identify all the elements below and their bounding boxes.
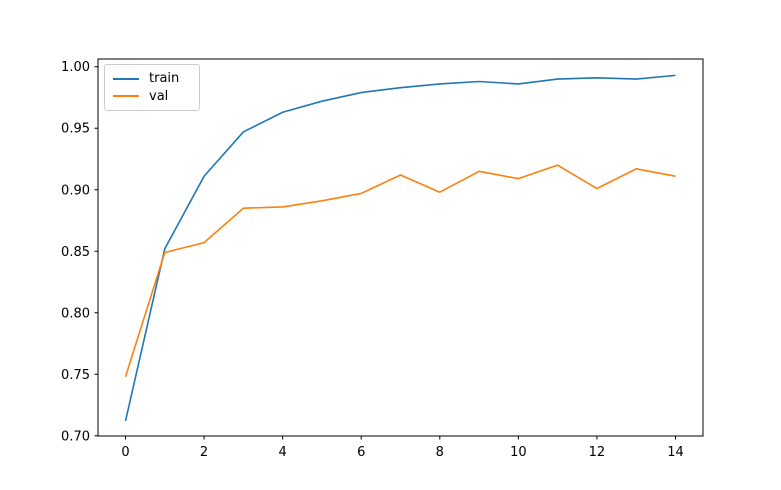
- x-tick-label: 8: [436, 445, 444, 460]
- y-tick-label: 0.80: [61, 306, 90, 321]
- x-tick-label: 0: [121, 445, 129, 460]
- x-tick-label: 4: [279, 445, 287, 460]
- x-tick-label: 12: [589, 445, 606, 460]
- y-tick-label: 0.75: [61, 368, 90, 383]
- x-tick-label: 2: [200, 445, 208, 460]
- legend-item-train: train: [113, 72, 191, 85]
- y-tick-label: 0.90: [61, 183, 90, 198]
- train-line: [124, 74, 676, 422]
- legend-item-val: val: [113, 90, 191, 103]
- val-line: [124, 164, 676, 377]
- x-tick-label: 14: [667, 445, 684, 460]
- y-tick-label: 0.85: [61, 245, 90, 260]
- legend-label-train: train: [149, 71, 180, 87]
- val-line-sample-icon: [113, 95, 139, 98]
- x-tick-label: 10: [510, 445, 527, 460]
- axes-spines: [97, 58, 704, 437]
- legend: train val: [104, 64, 200, 111]
- y-tick-label: 1.00: [61, 60, 90, 75]
- legend-label-val: val: [149, 88, 169, 104]
- train-line-sample-icon: [113, 77, 139, 80]
- y-tick-label: 0.95: [61, 122, 90, 137]
- x-tick-label: 6: [357, 445, 365, 460]
- y-tick-label: 0.70: [61, 429, 90, 444]
